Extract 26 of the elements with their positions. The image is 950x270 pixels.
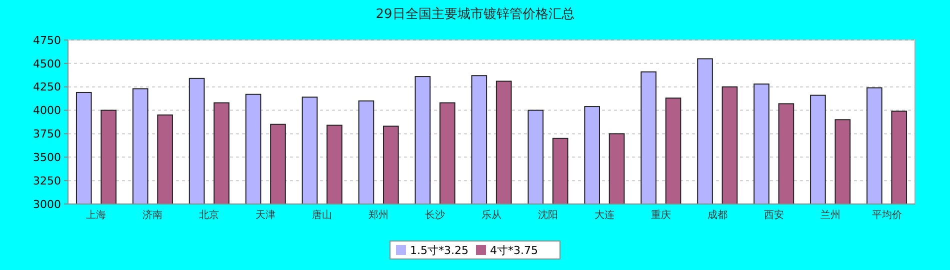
x-tick-label: 唐山 bbox=[312, 209, 332, 221]
y-tick-label: 3250 bbox=[33, 174, 61, 188]
x-tick-label: 西安 bbox=[764, 209, 784, 221]
y-tick-label: 4500 bbox=[33, 57, 61, 70]
x-tick-label: 成都 bbox=[707, 209, 728, 221]
y-tick-label: 4750 bbox=[33, 34, 61, 47]
y-tick-label: 3000 bbox=[33, 198, 61, 211]
x-tick-label: 上海 bbox=[86, 209, 106, 221]
x-tick-label: 济南 bbox=[142, 209, 163, 221]
y-tick-label: 3500 bbox=[33, 150, 61, 164]
x-tick-label: 郑州 bbox=[368, 209, 389, 221]
x-tick-label: 乐从 bbox=[482, 209, 502, 221]
y-tick-label: 4250 bbox=[33, 80, 61, 94]
legend-label: 1.5寸*3.25 bbox=[410, 244, 468, 257]
legend-label: 4寸*3.75 bbox=[490, 244, 538, 257]
x-tick-label: 大连 bbox=[594, 209, 614, 221]
x-tick-label: 北京 bbox=[199, 209, 220, 221]
x-tick-label: 沈阳 bbox=[538, 209, 558, 221]
x-tick-label: 重庆 bbox=[650, 209, 671, 221]
x-tick-label: 天津 bbox=[256, 209, 276, 221]
chart-title: 29日全国主要城市镀锌管价格汇总 bbox=[376, 6, 574, 22]
x-tick-label: 平均价 bbox=[872, 209, 902, 221]
y-tick-label: 3750 bbox=[33, 128, 61, 141]
x-tick-label: 长沙 bbox=[425, 209, 446, 221]
x-tick-label: 兰州 bbox=[820, 209, 840, 221]
y-tick-label: 4000 bbox=[33, 104, 61, 118]
